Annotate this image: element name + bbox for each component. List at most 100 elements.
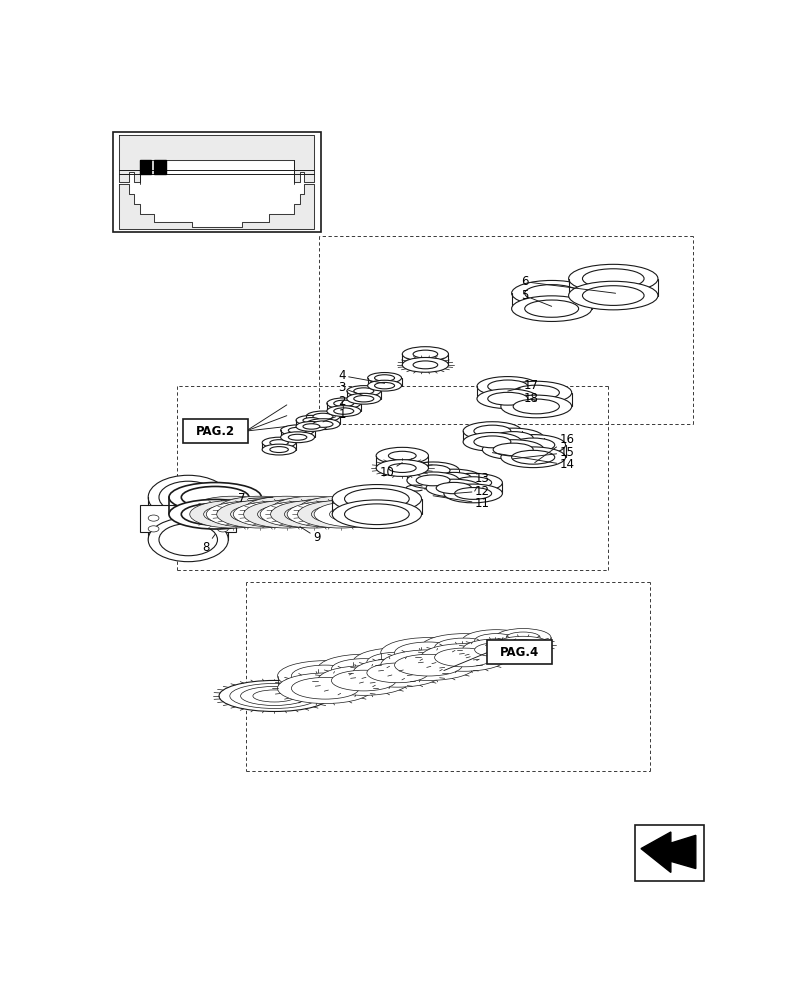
Ellipse shape [281, 432, 314, 443]
Text: 17: 17 [507, 379, 538, 392]
Ellipse shape [353, 648, 442, 676]
Ellipse shape [388, 451, 416, 460]
Ellipse shape [287, 498, 367, 524]
Text: 3: 3 [338, 381, 363, 396]
Ellipse shape [401, 347, 448, 361]
Ellipse shape [204, 501, 262, 519]
Text: 12: 12 [453, 485, 489, 498]
Ellipse shape [401, 357, 448, 372]
Ellipse shape [434, 648, 492, 667]
Ellipse shape [511, 450, 554, 464]
Ellipse shape [482, 428, 543, 448]
Ellipse shape [314, 501, 393, 527]
Ellipse shape [148, 526, 159, 532]
Ellipse shape [454, 488, 491, 499]
Ellipse shape [524, 300, 578, 317]
Ellipse shape [524, 285, 578, 302]
Ellipse shape [288, 434, 307, 440]
Ellipse shape [581, 269, 643, 288]
Ellipse shape [461, 630, 530, 651]
Ellipse shape [406, 472, 459, 489]
Ellipse shape [314, 498, 393, 524]
Ellipse shape [190, 500, 276, 528]
Ellipse shape [260, 498, 340, 524]
Ellipse shape [291, 677, 358, 699]
Ellipse shape [311, 501, 370, 519]
Ellipse shape [217, 526, 228, 532]
Ellipse shape [270, 500, 356, 528]
Ellipse shape [500, 435, 564, 455]
Ellipse shape [513, 385, 559, 400]
Ellipse shape [500, 447, 564, 468]
Ellipse shape [287, 501, 367, 527]
Ellipse shape [243, 496, 329, 524]
Ellipse shape [230, 505, 289, 524]
Ellipse shape [374, 382, 394, 389]
Ellipse shape [511, 280, 591, 306]
Ellipse shape [487, 380, 527, 393]
Ellipse shape [233, 501, 313, 527]
Ellipse shape [474, 634, 517, 647]
Polygon shape [140, 505, 236, 532]
Ellipse shape [317, 654, 410, 684]
Ellipse shape [306, 411, 340, 422]
Ellipse shape [243, 500, 329, 528]
Text: 15: 15 [513, 446, 573, 459]
Ellipse shape [248, 503, 298, 519]
Ellipse shape [159, 481, 217, 513]
Ellipse shape [297, 496, 384, 524]
Ellipse shape [277, 673, 372, 704]
Ellipse shape [269, 447, 288, 453]
Ellipse shape [221, 503, 271, 519]
Ellipse shape [346, 386, 380, 396]
Text: 14: 14 [491, 453, 573, 471]
Ellipse shape [169, 499, 261, 529]
Text: 2: 2 [338, 395, 345, 409]
Ellipse shape [434, 638, 492, 657]
Ellipse shape [260, 501, 340, 527]
Ellipse shape [288, 427, 307, 433]
Ellipse shape [413, 350, 437, 358]
Ellipse shape [511, 438, 554, 452]
Ellipse shape [513, 399, 559, 414]
Text: 18: 18 [522, 392, 538, 405]
Ellipse shape [436, 472, 471, 484]
Ellipse shape [492, 432, 533, 444]
Ellipse shape [394, 654, 461, 676]
Ellipse shape [331, 670, 396, 691]
Ellipse shape [492, 443, 533, 456]
Bar [634, 825, 703, 881]
Bar [154, 160, 165, 174]
Polygon shape [640, 832, 695, 872]
Ellipse shape [169, 483, 261, 512]
Ellipse shape [568, 264, 657, 293]
Ellipse shape [444, 484, 502, 503]
Text: PAG.2: PAG.2 [195, 425, 234, 438]
Ellipse shape [354, 388, 373, 394]
Ellipse shape [505, 632, 539, 643]
Ellipse shape [380, 650, 475, 680]
Ellipse shape [474, 425, 510, 437]
Ellipse shape [311, 505, 370, 524]
Ellipse shape [275, 503, 324, 519]
Ellipse shape [353, 659, 442, 687]
Ellipse shape [284, 501, 342, 519]
Ellipse shape [181, 486, 249, 508]
FancyBboxPatch shape [182, 419, 247, 443]
Ellipse shape [230, 501, 289, 519]
Ellipse shape [159, 524, 217, 556]
Ellipse shape [333, 408, 354, 414]
Ellipse shape [181, 503, 249, 525]
Ellipse shape [500, 395, 571, 418]
Ellipse shape [148, 518, 228, 562]
Ellipse shape [329, 503, 379, 519]
Ellipse shape [461, 639, 530, 661]
Text: 1: 1 [323, 408, 345, 422]
Ellipse shape [344, 504, 409, 525]
Ellipse shape [262, 444, 296, 455]
Ellipse shape [406, 462, 459, 479]
Ellipse shape [505, 640, 539, 651]
Ellipse shape [568, 281, 657, 310]
Ellipse shape [500, 381, 571, 404]
Ellipse shape [148, 515, 159, 521]
